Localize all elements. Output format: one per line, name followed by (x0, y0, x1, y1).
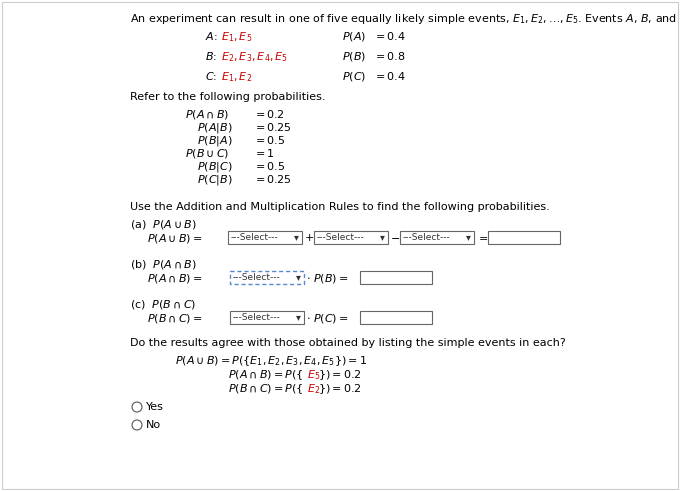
Text: Yes: Yes (146, 402, 164, 412)
Bar (230, 311, 304, 324)
Text: $P(A \cap B) = P(\{$: $P(A \cap B) = P(\{$ (228, 368, 303, 382)
Text: $P(A \cap B) =$: $P(A \cap B) =$ (147, 272, 203, 285)
Text: $P(A \cap B)$: $P(A \cap B)$ (185, 108, 229, 121)
Text: $E_2$: $E_2$ (307, 382, 320, 396)
Text: (c)  $P(B \cap C)$: (c) $P(B \cap C)$ (130, 298, 197, 311)
Text: Refer to the following probabilities.: Refer to the following probabilities. (130, 92, 326, 102)
Text: ▾: ▾ (296, 312, 301, 323)
Text: $= 0.4$: $= 0.4$ (373, 70, 406, 82)
Bar (400, 231, 474, 244)
Text: $= 0.4$: $= 0.4$ (373, 30, 406, 42)
Text: $E_2, E_3, E_4, E_5$: $E_2, E_3, E_4, E_5$ (221, 50, 288, 64)
Text: $B$:: $B$: (205, 50, 217, 62)
Text: ▾: ▾ (294, 233, 299, 243)
Bar (230, 271, 304, 284)
Text: $= 0.8$: $= 0.8$ (373, 50, 405, 62)
Text: Do the results agree with those obtained by listing the simple events in each?: Do the results agree with those obtained… (130, 338, 566, 348)
Text: (a)  $P(A \cup B)$: (a) $P(A \cup B)$ (130, 218, 197, 231)
Text: An experiment can result in one of five equally likely simple events, $E_1, E_2,: An experiment can result in one of five … (130, 12, 680, 26)
Text: $E_1, E_5$: $E_1, E_5$ (221, 30, 252, 44)
Text: $P(C|B)$: $P(C|B)$ (197, 173, 233, 187)
Text: $= 0.5$: $= 0.5$ (253, 160, 286, 172)
Text: $+$: $+$ (304, 232, 314, 243)
Text: $\cdot$ $P(C) =$: $\cdot$ $P(C) =$ (306, 312, 349, 325)
Text: $P(B|C)$: $P(B|C)$ (197, 160, 233, 174)
Text: $= 1$: $= 1$ (253, 147, 275, 159)
Circle shape (132, 420, 142, 430)
Text: $= 0.25$: $= 0.25$ (253, 121, 292, 133)
Text: $= 0.5$: $= 0.5$ (253, 134, 286, 146)
Text: $\}) = 0.2$: $\}) = 0.2$ (318, 368, 361, 382)
Bar (228, 231, 302, 244)
Text: $\}) = 0.2$: $\}) = 0.2$ (318, 382, 361, 396)
Text: $= 0.25$: $= 0.25$ (253, 173, 292, 185)
Text: $P(B)$: $P(B)$ (342, 50, 366, 63)
Text: $P(B \cap C) = P(\{$: $P(B \cap C) = P(\{$ (228, 382, 304, 396)
Text: ---Select---: ---Select--- (231, 233, 279, 242)
Text: Use the Addition and Multiplication Rules to find the following probabilities.: Use the Addition and Multiplication Rule… (130, 202, 549, 212)
Text: $P(B \cup C)$: $P(B \cup C)$ (185, 147, 229, 160)
Text: $C$:: $C$: (205, 70, 217, 82)
Text: ---Select---: ---Select--- (403, 233, 451, 242)
Text: ▾: ▾ (466, 233, 471, 243)
Text: $= 0.2$: $= 0.2$ (253, 108, 285, 120)
Text: ---Select---: ---Select--- (233, 313, 281, 322)
Text: No: No (146, 420, 161, 430)
Text: $-$: $-$ (390, 232, 400, 242)
Text: $P(A)$: $P(A)$ (342, 30, 366, 43)
Text: $E_5$: $E_5$ (307, 368, 320, 382)
Text: $A$:: $A$: (205, 30, 218, 42)
Text: $P(B|A)$: $P(B|A)$ (197, 134, 233, 148)
Text: ▾: ▾ (380, 233, 385, 243)
Bar (360, 271, 432, 284)
Text: $P(C)$: $P(C)$ (342, 70, 367, 83)
Text: $P(B \cap C) =$: $P(B \cap C) =$ (147, 312, 203, 325)
Bar (488, 231, 560, 244)
Text: ---Select---: ---Select--- (233, 273, 281, 282)
Bar (314, 231, 388, 244)
Text: $P(A \cup B) = P(\{E_1, E_2, E_3, E_4, E_5\}) = 1$: $P(A \cup B) = P(\{E_1, E_2, E_3, E_4, E… (175, 354, 367, 368)
Text: $P(A \cup B) =$: $P(A \cup B) =$ (147, 232, 203, 245)
Text: $E_1, E_2$: $E_1, E_2$ (221, 70, 252, 84)
Bar (360, 311, 432, 324)
Circle shape (132, 402, 142, 412)
Text: ---Select---: ---Select--- (317, 233, 364, 242)
Text: $\cdot$ $P(B) =$: $\cdot$ $P(B) =$ (306, 272, 348, 285)
Text: $=$: $=$ (476, 232, 488, 242)
Text: $P(A|B)$: $P(A|B)$ (197, 121, 233, 135)
Text: (b)  $P(A \cap B)$: (b) $P(A \cap B)$ (130, 258, 197, 271)
Text: ▾: ▾ (296, 273, 301, 282)
